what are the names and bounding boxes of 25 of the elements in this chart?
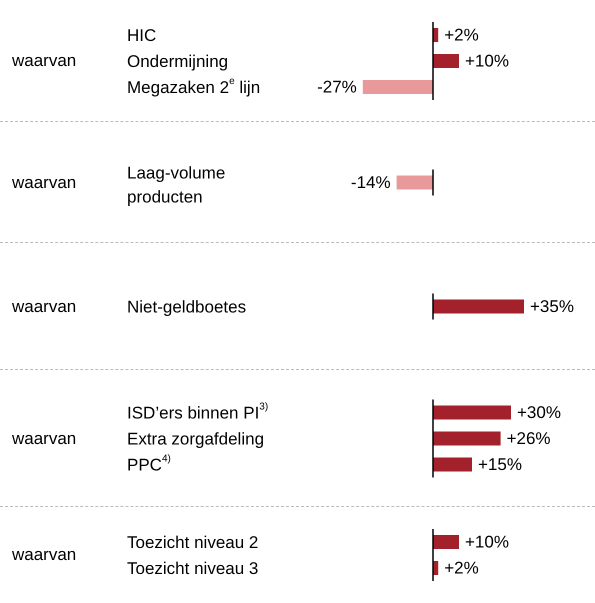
data-label: +2% [444,558,479,578]
data-label: +10% [465,532,509,552]
data-label: +26% [506,429,551,448]
data-label: -14% [350,173,391,192]
category-label: Toezicht niveau 3 [127,558,258,578]
text: waarvan [12,544,76,566]
text: waarvan [12,50,76,72]
data-label: +10% [465,52,509,70]
category-label: ISD’ers binnen PI$^{3)}$ [127,402,268,422]
text: waarvan [12,428,76,450]
category-label: Ondermijning [127,52,228,70]
data-label: +35% [530,297,574,316]
category-label: Extra zorgafdeling [127,429,264,448]
category-label: PPC$^{4)}$ [127,454,171,474]
category-label: Niet-geldboetes [127,297,246,316]
category-label: Toezicht niveau 2 [127,532,258,552]
category-label: HIC [127,26,156,44]
category-label: Megazaken 2$^{e}$ lijn [127,76,260,96]
text: waarvan [12,172,76,194]
data-label: -27% [317,78,357,96]
category-label: Laag-volume producten [127,163,226,206]
data-label: +15% [478,455,522,474]
data-label: +2% [444,26,479,44]
text: waarvan [12,296,76,318]
data-label: +30% [517,403,561,422]
